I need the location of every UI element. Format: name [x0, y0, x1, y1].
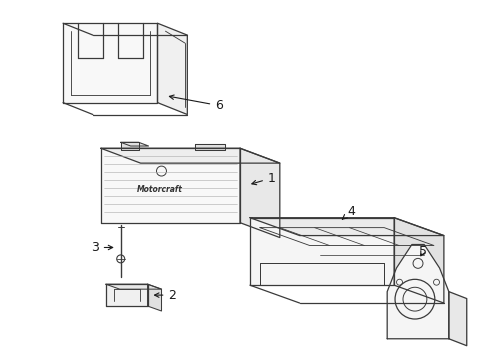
Polygon shape — [387, 244, 449, 339]
Polygon shape — [250, 218, 394, 285]
Polygon shape — [121, 142, 139, 150]
Text: 6: 6 — [170, 95, 223, 112]
Polygon shape — [101, 148, 280, 163]
Polygon shape — [121, 142, 148, 146]
Text: 5: 5 — [419, 245, 427, 258]
Polygon shape — [106, 284, 162, 289]
Text: 2: 2 — [154, 289, 176, 302]
Polygon shape — [101, 148, 240, 223]
Polygon shape — [106, 284, 147, 306]
Polygon shape — [240, 148, 280, 238]
Text: 1: 1 — [252, 171, 276, 185]
Text: 3: 3 — [91, 241, 113, 254]
Text: 4: 4 — [343, 205, 355, 219]
Text: Motorcraft: Motorcraft — [136, 185, 182, 194]
Polygon shape — [394, 218, 444, 303]
Polygon shape — [250, 218, 444, 235]
Polygon shape — [147, 284, 162, 311]
Polygon shape — [157, 23, 187, 114]
Polygon shape — [63, 23, 157, 103]
Polygon shape — [196, 144, 225, 150]
Polygon shape — [449, 292, 467, 346]
